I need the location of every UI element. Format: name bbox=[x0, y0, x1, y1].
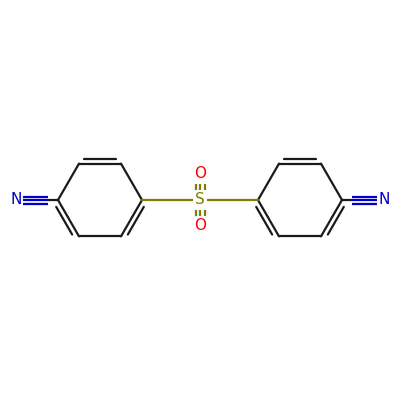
Text: O: O bbox=[194, 218, 206, 234]
Text: S: S bbox=[195, 192, 205, 208]
Text: N: N bbox=[378, 192, 390, 208]
Text: N: N bbox=[10, 192, 22, 208]
Text: O: O bbox=[194, 166, 206, 182]
